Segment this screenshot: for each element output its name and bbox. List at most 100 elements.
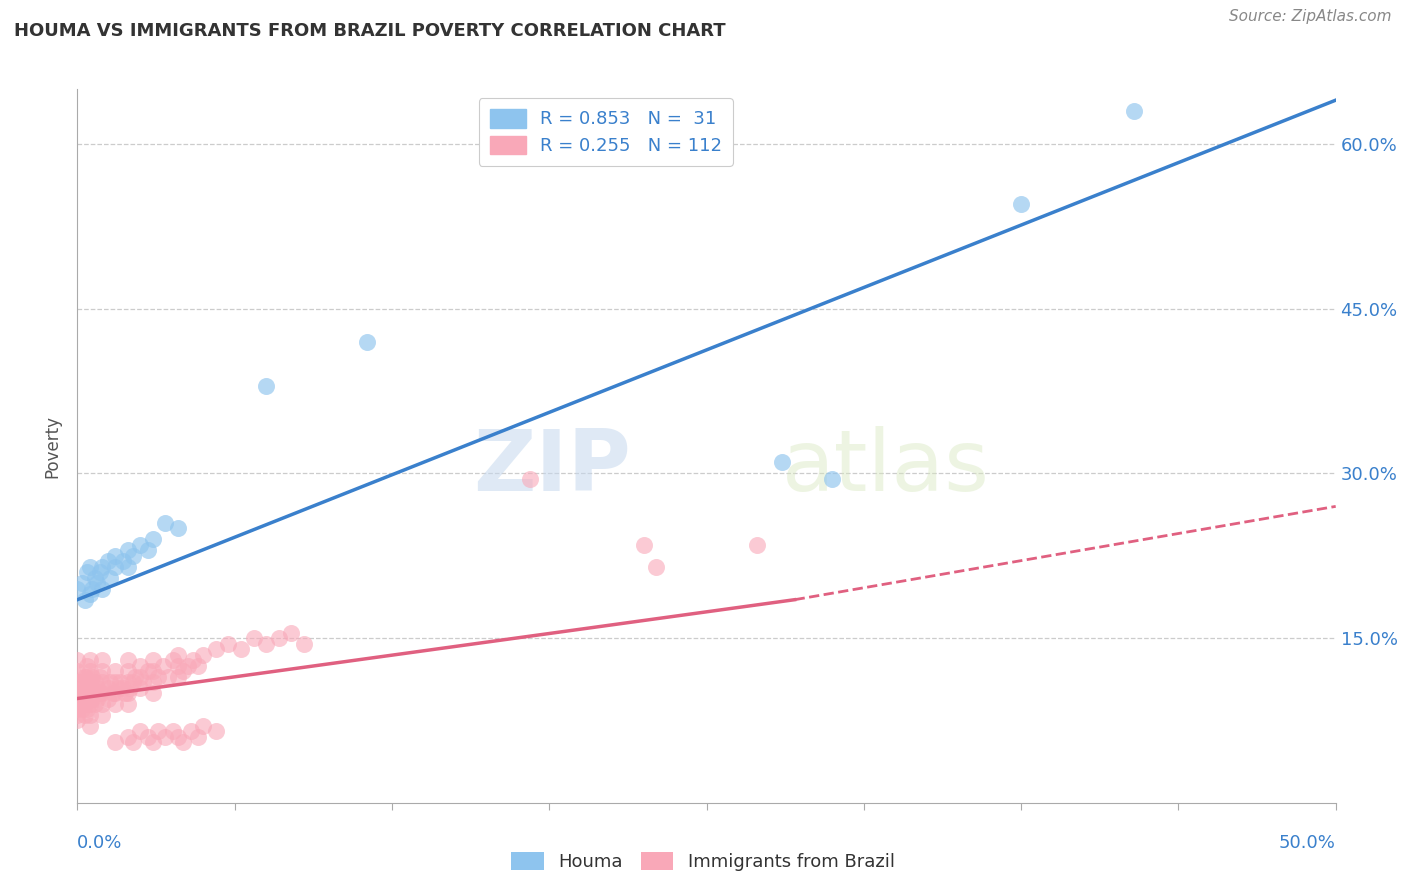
Point [129, 538, 152, 552]
Point [82, 669, 104, 683]
Point [242, 631, 264, 645]
Point [191, 719, 215, 733]
Point [229, 642, 252, 657]
Point [96, 691, 118, 706]
Point [98, 571, 121, 585]
Legend: Houma, Immigrants from Brazil: Houma, Immigrants from Brazil [505, 845, 901, 879]
Point [79, 559, 101, 574]
Point [155, 730, 177, 744]
Point [129, 658, 152, 673]
Point [111, 681, 134, 695]
Point [84, 675, 107, 690]
Point [72, 691, 94, 706]
Point [96, 554, 118, 568]
Point [86, 681, 108, 695]
Point [66, 582, 89, 596]
Point [84, 697, 107, 711]
Point [142, 653, 165, 667]
Point [73, 592, 96, 607]
Point [104, 697, 127, 711]
Point [129, 681, 152, 695]
Point [84, 686, 107, 700]
Point [76, 566, 98, 580]
Point [91, 686, 114, 700]
Point [72, 576, 94, 591]
Point [69, 697, 91, 711]
Point [770, 455, 793, 469]
Point [104, 549, 127, 563]
Point [280, 625, 302, 640]
Point [73, 697, 96, 711]
Point [117, 664, 139, 678]
Point [79, 664, 101, 678]
Point [177, 658, 200, 673]
Point [217, 637, 239, 651]
Point [124, 669, 146, 683]
Point [91, 582, 114, 596]
Point [91, 559, 114, 574]
Point [167, 730, 190, 744]
Point [142, 675, 165, 690]
Point [117, 653, 139, 667]
Point [91, 697, 114, 711]
Point [104, 559, 127, 574]
Point [356, 334, 378, 349]
Point [86, 576, 108, 591]
Point [76, 669, 98, 683]
Point [162, 724, 184, 739]
Point [191, 648, 215, 662]
Point [156, 669, 179, 683]
Point [86, 691, 108, 706]
Point [204, 724, 226, 739]
Point [167, 669, 190, 683]
Point [89, 566, 111, 580]
Point [66, 664, 89, 678]
Point [121, 549, 143, 563]
Point [136, 730, 159, 744]
Text: 0.0%: 0.0% [77, 834, 122, 852]
Point [72, 681, 94, 695]
Point [136, 664, 159, 678]
Point [66, 675, 89, 690]
Point [82, 582, 104, 596]
Point [121, 675, 143, 690]
Point [142, 533, 165, 547]
Point [117, 543, 139, 558]
Text: atlas: atlas [782, 425, 990, 509]
Point [66, 691, 89, 706]
Point [180, 724, 202, 739]
Point [167, 648, 190, 662]
Point [101, 686, 124, 700]
Point [142, 664, 165, 678]
Point [76, 691, 98, 706]
Point [1010, 197, 1032, 211]
Point [117, 559, 139, 574]
Point [254, 637, 277, 651]
Point [114, 686, 136, 700]
Point [89, 669, 111, 683]
Point [172, 664, 194, 678]
Point [66, 669, 89, 683]
Point [82, 691, 104, 706]
Point [132, 675, 155, 690]
Point [73, 669, 96, 683]
Point [104, 664, 127, 678]
Point [66, 653, 89, 667]
Point [69, 686, 91, 700]
Point [79, 675, 101, 690]
Point [104, 686, 127, 700]
Point [98, 675, 121, 690]
Point [66, 702, 89, 716]
Point [292, 637, 315, 651]
Point [91, 708, 114, 723]
Point [66, 686, 89, 700]
Point [82, 681, 104, 695]
Point [107, 681, 129, 695]
Point [162, 653, 184, 667]
Point [167, 658, 190, 673]
Point [204, 642, 226, 657]
Point [73, 708, 96, 723]
Point [136, 543, 159, 558]
Point [821, 472, 844, 486]
Text: HOUMA VS IMMIGRANTS FROM BRAZIL POVERTY CORRELATION CHART: HOUMA VS IMMIGRANTS FROM BRAZIL POVERTY … [14, 22, 725, 40]
